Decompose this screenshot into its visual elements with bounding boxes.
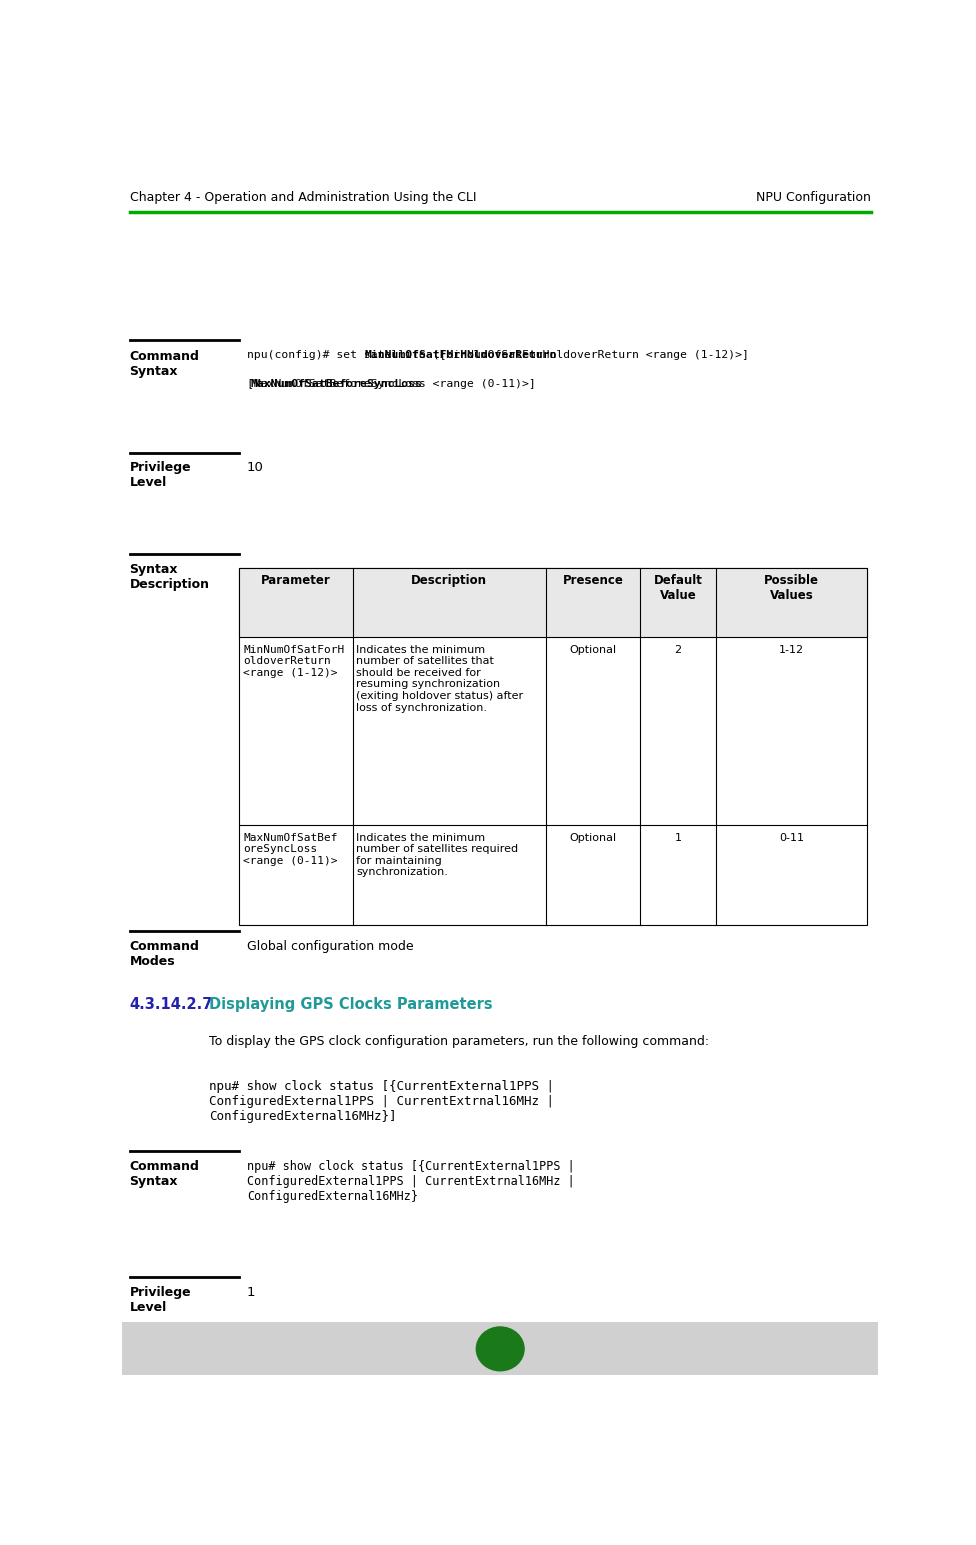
Text: MinNumOfSatForH
oldoverReturn
<range (1-12)>: MinNumOfSatForH oldoverReturn <range (1-…: [243, 644, 345, 678]
Text: Displaying GPS Clocks Parameters: Displaying GPS Clocks Parameters: [209, 997, 493, 1012]
Text: Chapter 4 - Operation and Administration Using the CLI: Chapter 4 - Operation and Administration…: [130, 192, 476, 204]
Text: MaxNumOfSatBeforeSyncLoss: MaxNumOfSatBeforeSyncLoss: [251, 380, 423, 389]
Text: npu# show clock status [{CurrentExternal1PPS |
ConfiguredExternal1PPS | CurrentE: npu# show clock status [{CurrentExternal…: [209, 1080, 554, 1123]
Text: npu(config)# set satellite ([MinNumOfSatForHoldoverReturn <range (1-12)>]: npu(config)# set satellite ([MinNumOfSat…: [247, 349, 749, 360]
Text: 1: 1: [247, 1285, 256, 1299]
Ellipse shape: [475, 1326, 525, 1372]
Text: System Manual: System Manual: [756, 1327, 871, 1341]
Text: [MaxNumOfSatBeforeSyncLoss <range (0-11)>]: [MaxNumOfSatBeforeSyncLoss <range (0-11)…: [247, 380, 536, 389]
Text: Global configuration mode: Global configuration mode: [247, 939, 414, 953]
Text: Possible
Values: Possible Values: [764, 575, 819, 603]
Text: Description: Description: [411, 575, 487, 587]
Text: Presence: Presence: [562, 575, 624, 587]
Text: Privilege
Level: Privilege Level: [130, 462, 191, 490]
Text: Parameter: Parameter: [262, 575, 331, 587]
Text: To display the GPS clock configuration parameters, run the following command:: To display the GPS clock configuration p…: [209, 1035, 710, 1048]
Text: Optional: Optional: [569, 833, 617, 842]
Text: 443: 443: [486, 1332, 514, 1346]
Bar: [239, 569, 867, 925]
Text: MaxNumOfSatBef
oreSyncLoss
<range (0-11)>: MaxNumOfSatBef oreSyncLoss <range (0-11)…: [243, 833, 338, 865]
Text: Optional: Optional: [569, 644, 617, 655]
Text: Command
Syntax: Command Syntax: [130, 349, 199, 377]
Text: 1-12: 1-12: [779, 644, 804, 655]
Text: Default
Value: Default Value: [654, 575, 703, 603]
Text: Command
Modes: Command Modes: [130, 939, 199, 967]
Text: NPU Configuration: NPU Configuration: [756, 192, 871, 204]
Text: Indicates the minimum
number of satellites that
should be received for
resuming : Indicates the minimum number of satellit…: [356, 644, 523, 712]
Text: MinNumOfSatForHoldoverReturn: MinNumOfSatForHoldoverReturn: [364, 349, 556, 360]
Text: 4.3.14.2.7: 4.3.14.2.7: [130, 997, 213, 1012]
Text: Command
Syntax: Command Syntax: [130, 1160, 199, 1188]
Text: npu# show clock status [{CurrentExternal1PPS |
ConfiguredExternal1PPS | CurrentE: npu# show clock status [{CurrentExternal…: [247, 1160, 575, 1202]
Bar: [239, 569, 867, 638]
Text: 10: 10: [247, 462, 264, 474]
Text: 0-11: 0-11: [779, 833, 804, 842]
Bar: [122, 1321, 878, 1375]
Text: 1: 1: [674, 833, 681, 842]
Text: 4Motion: 4Motion: [130, 1327, 191, 1341]
Text: Indicates the minimum
number of satellites required
for maintaining
synchronizat: Indicates the minimum number of satellit…: [356, 833, 518, 878]
Text: 2: 2: [674, 644, 681, 655]
Text: Privilege
Level: Privilege Level: [130, 1285, 191, 1313]
Text: Syntax
Description: Syntax Description: [130, 562, 210, 590]
